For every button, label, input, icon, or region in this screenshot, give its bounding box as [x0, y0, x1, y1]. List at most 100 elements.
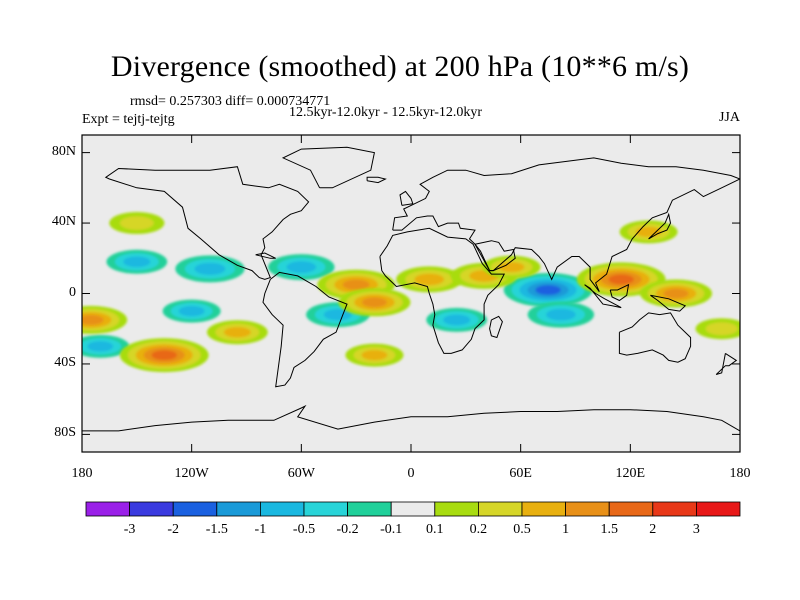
colorbar-swatch — [347, 501, 392, 517]
stats-label: rmsd= 0.257303 diff= 0.000734771 — [130, 94, 331, 109]
coastline — [379, 227, 506, 354]
field-contour — [635, 226, 662, 237]
field-contour — [361, 297, 387, 308]
field-contour — [443, 314, 471, 326]
field-anomaly — [527, 301, 595, 328]
colorbar-label: -0.5 — [292, 522, 316, 537]
colorbar-swatch — [696, 501, 741, 517]
colorbar-swatch — [259, 501, 305, 517]
field-contour — [498, 261, 525, 273]
colorbar-swatch — [434, 501, 479, 517]
x-tick-label: 180 — [729, 466, 751, 481]
colorbar-label: -1 — [254, 522, 267, 537]
field-anomaly — [106, 249, 168, 274]
x-tick-label: 60E — [509, 466, 532, 481]
field-contour — [361, 350, 388, 361]
field-contour — [87, 341, 114, 352]
season-label: JJA — [718, 110, 740, 125]
field-anomaly — [162, 299, 221, 323]
colorbar-swatch — [216, 501, 261, 517]
colorbar-swatch — [521, 501, 566, 517]
coastline — [281, 146, 375, 189]
field-anomaly — [119, 338, 209, 373]
field-contour — [342, 279, 370, 290]
field-anomaly — [503, 272, 593, 307]
field-anomaly — [482, 255, 541, 279]
colorbar-label: -2 — [167, 522, 180, 537]
field-contour — [663, 288, 689, 299]
coastlines — [82, 146, 740, 432]
colorbar-label: -0.2 — [336, 522, 359, 537]
field-anomaly — [175, 255, 245, 283]
coastline — [650, 294, 687, 312]
colorbar-swatch — [85, 501, 130, 517]
axes — [81, 135, 741, 452]
field-anomaly — [695, 318, 740, 340]
field-anomaly — [426, 307, 488, 332]
y-tick-label: 0 — [69, 284, 76, 300]
coastline — [82, 404, 740, 432]
y-tick-label: 40S — [54, 354, 76, 370]
field-contour — [546, 308, 576, 321]
colorbar-swatch — [390, 501, 436, 517]
colorbar-swatch — [303, 501, 348, 517]
colorbar-swatch — [565, 501, 610, 517]
field-contour — [194, 262, 226, 275]
field-contour — [323, 309, 352, 321]
coastline — [474, 240, 516, 272]
colorbar-label: -3 — [123, 522, 136, 537]
field-anomaly — [82, 305, 128, 334]
coastline — [366, 176, 387, 184]
colorbar-swatch — [652, 501, 697, 517]
field-contour — [608, 274, 634, 285]
field-contour — [151, 350, 177, 361]
experiment-label: Expt = tejtj-tejtg — [82, 112, 175, 127]
colorbar-label: 0.5 — [513, 522, 531, 537]
divergence-field — [82, 212, 740, 373]
y-tick-label: 80N — [51, 143, 76, 159]
field-contour — [535, 285, 561, 295]
field-contour — [178, 306, 205, 317]
chart-title: Divergence (smoothed) at 200 hPa (10**6 … — [110, 50, 690, 83]
field-anomaly — [206, 320, 268, 345]
field-anomaly — [338, 288, 411, 317]
colorbar — [85, 501, 741, 517]
field-anomaly — [82, 334, 130, 358]
field-contour — [223, 326, 251, 338]
field-contour — [123, 256, 151, 268]
field-contour — [286, 261, 317, 273]
field-contour — [705, 322, 738, 336]
colorbar-label: 1.5 — [600, 522, 618, 537]
coastline — [262, 271, 348, 388]
coastline — [255, 252, 276, 259]
coastline — [489, 315, 503, 339]
y-tick-label: 40N — [51, 214, 76, 230]
field-contour — [414, 273, 445, 286]
field-anomaly — [109, 212, 165, 235]
colorbar-label: -0.1 — [380, 522, 403, 537]
colorbar-label: 0.1 — [426, 522, 444, 537]
coastline — [399, 190, 414, 206]
coastline — [618, 312, 692, 363]
x-tick-label: 60W — [287, 466, 315, 481]
field-contour — [82, 315, 104, 325]
field-anomaly — [640, 279, 713, 308]
period-label: 12.5kyr-12.0kyr - 12.5kyr-12.0kyr — [289, 105, 483, 120]
colorbar-label: 2 — [649, 522, 657, 537]
coastline — [715, 352, 738, 375]
colorbar-label: 1 — [562, 522, 570, 537]
field-contour — [119, 216, 154, 230]
coastline — [648, 212, 672, 240]
colorbar-label: -1.5 — [205, 522, 228, 537]
field-anomaly — [619, 220, 678, 244]
coastline — [609, 283, 630, 302]
colorbar-swatch — [477, 501, 523, 517]
colorbar-swatch — [129, 501, 174, 517]
x-tick-label: 0 — [407, 466, 415, 481]
x-tick-label: 120W — [174, 466, 209, 481]
coastline — [392, 157, 740, 292]
x-tick-label: 180 — [71, 466, 93, 481]
coastline — [104, 166, 310, 280]
coastline — [584, 284, 622, 309]
